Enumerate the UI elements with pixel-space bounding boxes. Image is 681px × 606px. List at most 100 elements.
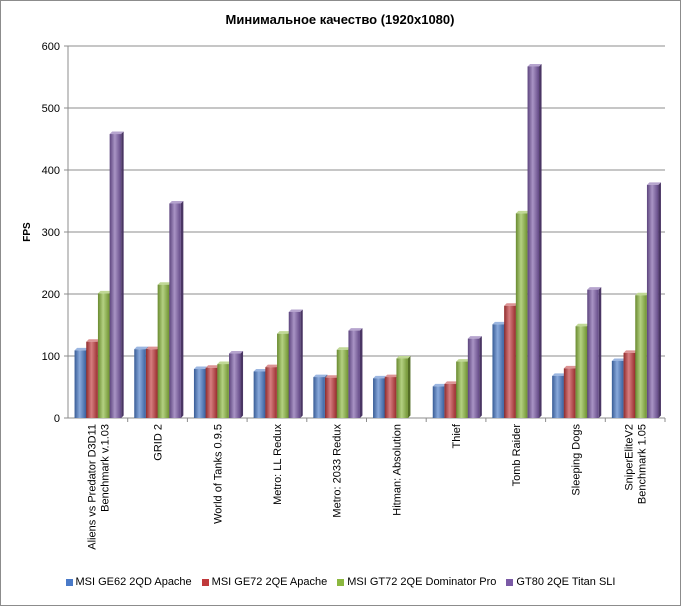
bar-top — [492, 321, 507, 325]
legend-label: GT80 2QE Titan SLI — [516, 576, 616, 588]
bar — [563, 368, 576, 418]
bar — [635, 295, 647, 418]
bar-top — [467, 336, 482, 339]
bar — [265, 367, 277, 418]
legend-swatch — [201, 578, 209, 586]
x-tick-label: SniperEliteV2 — [624, 424, 636, 491]
x-tick-label: Sleeping Dogs — [570, 424, 582, 496]
bar — [325, 377, 337, 418]
bar — [217, 364, 229, 418]
bar-side — [359, 328, 363, 418]
bar — [348, 330, 360, 418]
bar-top — [575, 323, 590, 327]
bar — [552, 375, 564, 418]
bar-side — [240, 351, 244, 418]
x-tick-label: Hitman: Absolution — [391, 424, 403, 516]
bar — [288, 311, 301, 418]
bar — [277, 333, 289, 418]
bar-top — [205, 365, 220, 368]
legend-label: MSI GE62 2QD Apache — [75, 576, 192, 588]
bar-top — [277, 331, 292, 334]
bar — [611, 360, 624, 418]
bar-top — [563, 365, 578, 369]
bar-top — [229, 351, 244, 354]
x-tick-label: Metro: 2033 Redux — [332, 424, 344, 518]
bar-top — [134, 346, 149, 350]
bar-top — [157, 282, 172, 285]
legend-swatch — [506, 578, 514, 586]
bar-top — [432, 383, 447, 387]
bar-top — [74, 347, 89, 351]
bar-top — [109, 131, 124, 135]
x-tick-label: Benchmark 1.05 — [637, 424, 649, 504]
bar — [193, 369, 206, 418]
bar-top — [97, 290, 112, 294]
bar-top — [611, 358, 626, 361]
legend-swatch — [65, 578, 73, 586]
legend-item: MSI GE62 2QD Apache — [65, 576, 192, 588]
bar-top — [217, 361, 232, 365]
y-tick-label: 0 — [54, 413, 60, 425]
bar — [384, 377, 397, 418]
bar-side — [300, 309, 303, 418]
bar-top — [145, 346, 160, 350]
bar — [587, 289, 599, 418]
bar — [432, 386, 445, 418]
y-tick-label: 300 — [42, 227, 60, 239]
bar-top — [265, 364, 280, 368]
bar-top — [288, 309, 303, 312]
bar-top — [515, 210, 530, 214]
x-tick-label: World of Tanks 0.9.5 — [212, 424, 224, 524]
bar — [97, 293, 110, 418]
bar — [134, 349, 146, 418]
bar-top — [552, 373, 567, 376]
x-tick-label: Aliens vs Predator D3D11 — [86, 424, 98, 550]
bar — [373, 378, 385, 418]
bar-top — [325, 375, 340, 378]
x-tick-label: Tomb Raider — [511, 424, 523, 487]
bar-top — [527, 63, 542, 67]
bar-top — [396, 355, 411, 359]
bar — [646, 184, 659, 418]
x-tick-label: GRID 2 — [153, 424, 165, 461]
bar-side — [539, 63, 542, 419]
bar-top — [384, 374, 399, 378]
bar — [205, 367, 218, 418]
y-tick-label: 600 — [42, 41, 60, 53]
legend-item: GT80 2QE Titan SLI — [506, 576, 615, 588]
legend-item: MSI GE72 2QE Apache — [201, 576, 327, 588]
chart-title: Минимальное качество (1920x1080) — [226, 12, 455, 27]
bar — [336, 349, 349, 418]
bar-top — [456, 359, 471, 362]
bar — [396, 358, 408, 418]
y-tick-label: 100 — [42, 351, 60, 363]
bar — [504, 305, 516, 418]
bar — [444, 383, 456, 418]
bar-top — [504, 303, 519, 306]
bar — [229, 353, 241, 418]
chart-legend: MSI GE62 2QD Apache MSI GE72 2QE Apache MS… — [0, 576, 681, 588]
bar-top — [444, 381, 459, 384]
bar-side — [407, 355, 411, 418]
bar-side — [598, 287, 602, 418]
y-tick-label: 400 — [42, 165, 60, 177]
legend-swatch — [337, 578, 345, 586]
bar-top — [313, 374, 328, 378]
x-tick-label: Benchmark v.1.03 — [99, 424, 111, 512]
legend-item: MSI GT72 2QE Dominator Pro — [337, 576, 496, 588]
bar-top — [373, 375, 388, 379]
bar-top — [86, 339, 101, 342]
bar-top — [623, 350, 638, 353]
bar-top — [348, 328, 363, 331]
bar-top — [646, 182, 661, 185]
bar — [253, 371, 266, 418]
bar — [515, 213, 528, 418]
bar-top — [336, 347, 351, 350]
bar-top — [193, 366, 208, 370]
x-tick-label: Metro: LL Redux — [272, 424, 284, 505]
bar — [575, 326, 588, 418]
bar — [157, 284, 170, 418]
bar-top — [635, 292, 650, 296]
bar — [456, 361, 468, 418]
